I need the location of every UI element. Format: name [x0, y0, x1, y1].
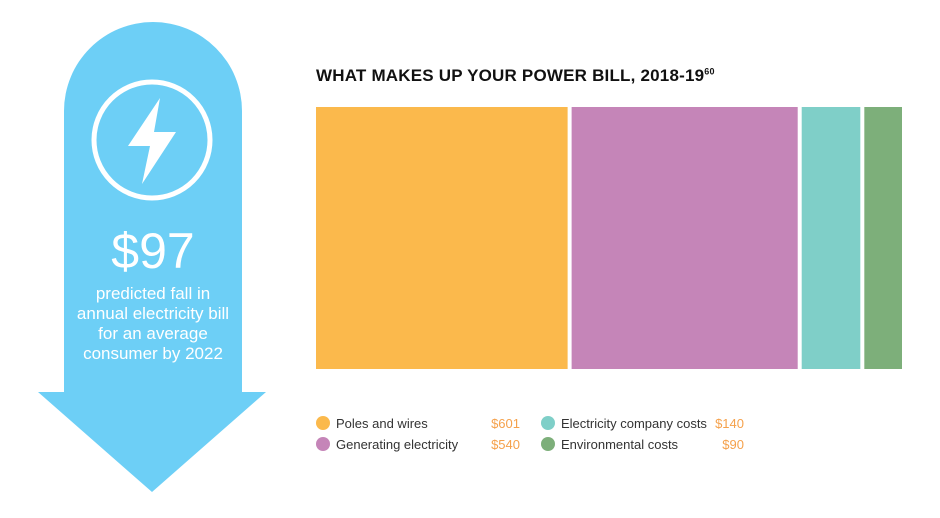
- savings-caption: predicted fall in annual electricity bil…: [76, 284, 230, 363]
- icon-circle: [91, 79, 213, 201]
- legend-item: Generating electricity: [316, 435, 458, 453]
- legend-item: Electricity company costs: [541, 414, 707, 432]
- bar-poles-and-wires: [316, 107, 568, 369]
- chart-title: WHAT MAKES UP YOUR POWER BILL, 2018-1960: [316, 66, 715, 86]
- legend-dot: [541, 437, 555, 451]
- legend-value: $140: [715, 415, 744, 431]
- legend-item: Environmental costs: [541, 435, 678, 453]
- legend-label: Environmental costs: [561, 436, 679, 452]
- legend-label: Electricity company costs: [561, 415, 707, 431]
- legend-dot: [316, 437, 330, 451]
- bar-environmental-costs: [864, 107, 902, 369]
- bar-generating-electricity: [571, 107, 798, 369]
- legend-dot: [316, 416, 330, 430]
- legend-value: $601: [491, 415, 520, 431]
- lightning-bolt-icon: [128, 98, 176, 184]
- down-arrow-callout: [38, 22, 266, 492]
- footnote-ref: 60: [704, 66, 715, 77]
- legend-value: $540: [491, 436, 520, 452]
- legend-dot: [541, 416, 555, 430]
- legend-label: Poles and wires: [336, 415, 428, 431]
- legend-label: Generating electricity: [336, 436, 459, 452]
- savings-amount: $97: [111, 223, 195, 279]
- chart-title-text: WHAT MAKES UP YOUR POWER BILL, 2018-19: [316, 66, 705, 85]
- bill-bar-chart: [316, 107, 902, 369]
- legend-item: Poles and wires: [316, 414, 428, 432]
- bar-electricity-company-costs: [801, 107, 861, 369]
- legend-value: $90: [722, 436, 744, 452]
